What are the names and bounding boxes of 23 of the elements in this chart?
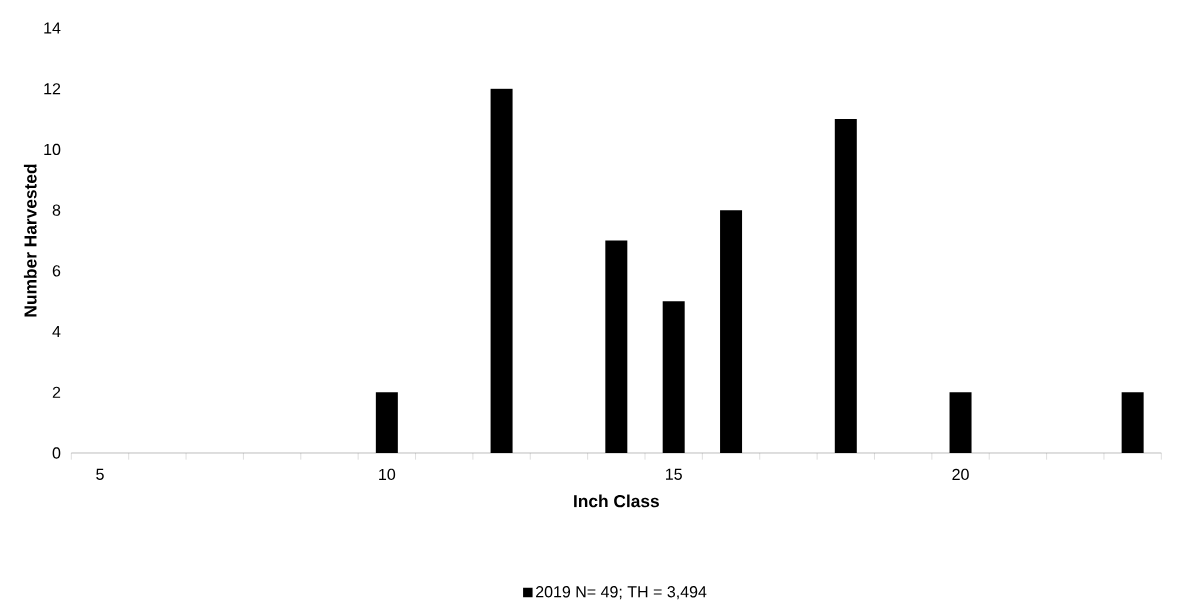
bar — [834, 119, 857, 453]
x-tick-label: 15 — [666, 468, 682, 480]
bar — [662, 301, 685, 453]
x-axis-title: Inch Class — [574, 494, 659, 508]
y-tick-label: 12 — [44, 83, 61, 95]
x-tick-label: 10 — [379, 468, 396, 481]
y-axis-title: Number Harvested — [23, 164, 37, 317]
bar — [720, 210, 743, 453]
legend-label: 2019 N= 49; TH = 3,494 — [536, 586, 707, 600]
y-tick-label: 10 — [44, 143, 61, 156]
y-tick-label: 14 — [44, 22, 61, 34]
y-tick-label: 4 — [52, 326, 61, 338]
bar — [949, 392, 972, 453]
bar — [490, 88, 513, 453]
y-tick-label: 8 — [52, 204, 61, 216]
bar — [1121, 392, 1144, 453]
bar — [375, 392, 398, 453]
bar — [605, 240, 628, 453]
x-tick-label: 20 — [952, 468, 969, 481]
y-tick-label: 2 — [52, 386, 61, 398]
x-tick-label: 5 — [96, 468, 104, 480]
y-tick-label: 0 — [52, 447, 61, 459]
y-tick-label: 6 — [52, 265, 61, 277]
